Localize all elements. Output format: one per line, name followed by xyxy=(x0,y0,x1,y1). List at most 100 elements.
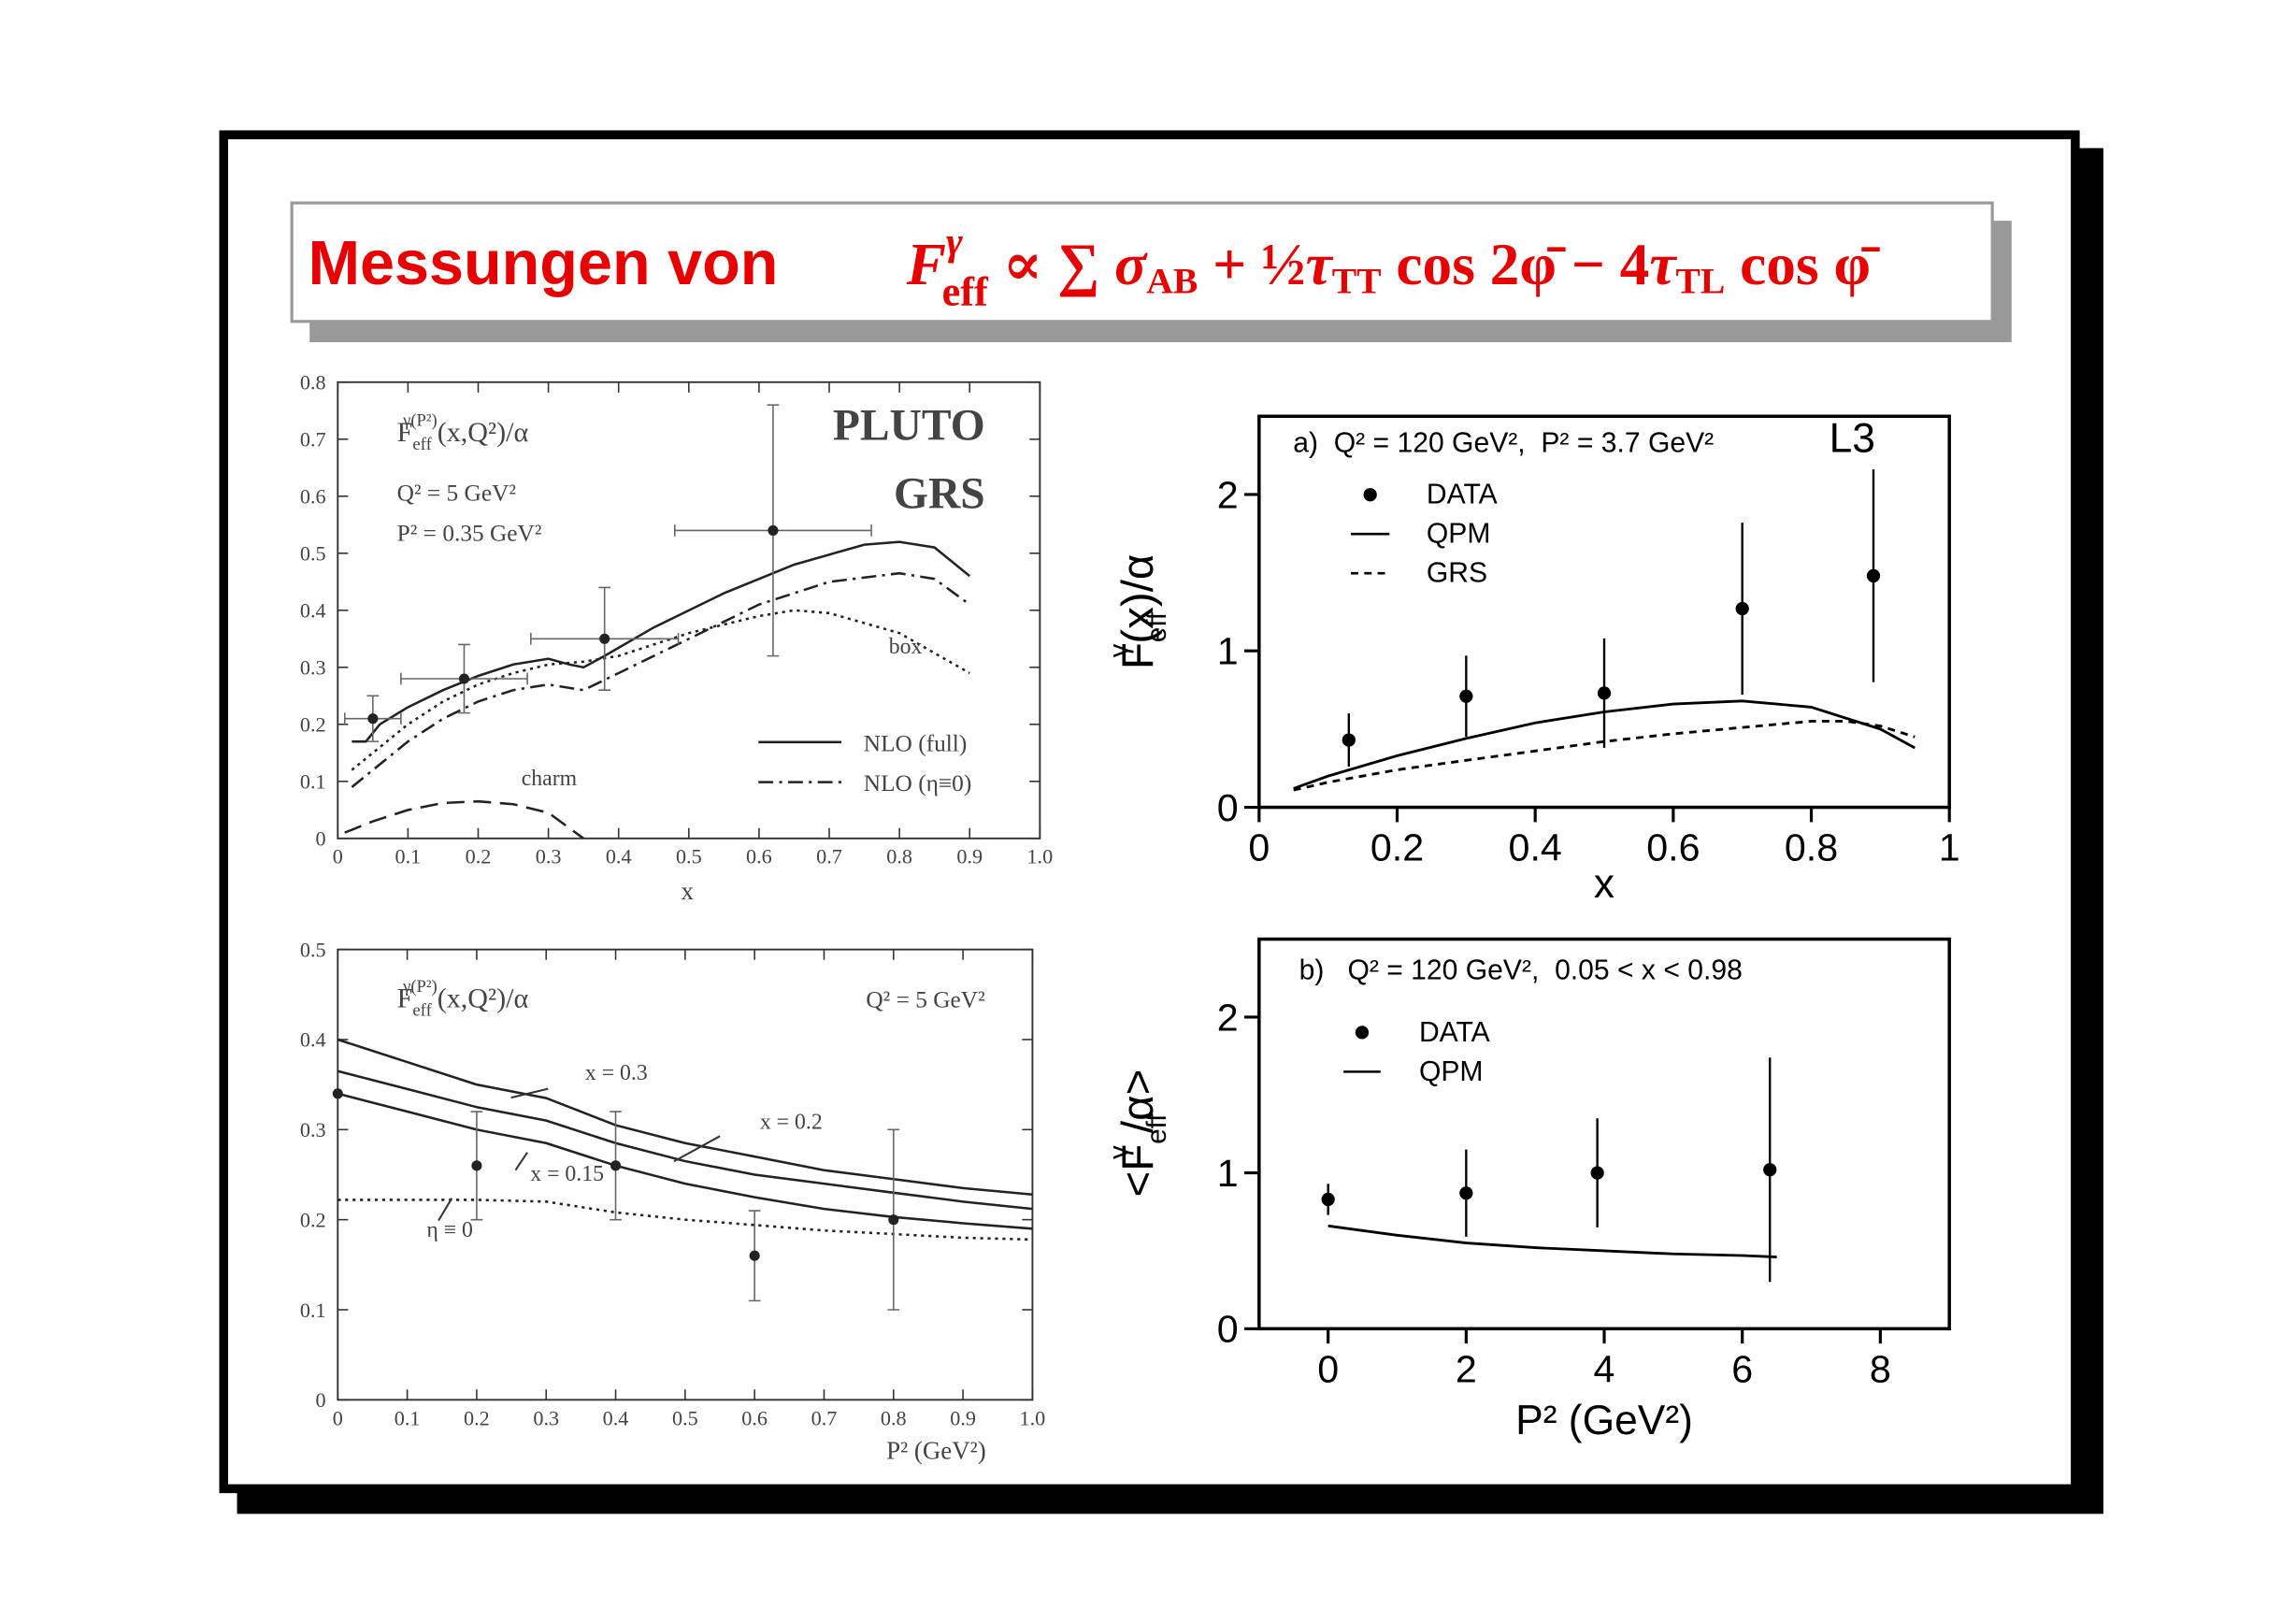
annotation: P² = 0.35 GeV² xyxy=(397,520,542,546)
legend-label: DATA xyxy=(1427,480,1499,510)
x-tick-label: 0.9 xyxy=(950,1406,976,1429)
rich-label: Feff γ(P²)(x,Q²)/α xyxy=(397,977,529,1021)
x-tick-label: 0 xyxy=(333,1406,343,1429)
curve-label: x = 0.15 xyxy=(530,1162,604,1186)
leader-line xyxy=(438,1198,453,1222)
x-tick-label: 0 xyxy=(333,845,343,868)
y-tick-label: 0.3 xyxy=(300,656,326,680)
annotation: Q² = 5 GeV² xyxy=(397,481,517,507)
x-tick-label: 0.1 xyxy=(395,1406,421,1429)
legend-label: GRS xyxy=(1427,558,1487,589)
data-point xyxy=(1735,601,1749,616)
data-point xyxy=(1459,1186,1473,1200)
y-tick-label: 0.1 xyxy=(300,770,326,794)
annotation: a) Q² = 120 GeV², P² = 3.7 GeV² xyxy=(1293,427,1714,458)
x-tick-label: 0.4 xyxy=(606,845,632,868)
formula-part: γ xyxy=(946,221,963,265)
label-part: <F xyxy=(1113,1144,1163,1198)
formula-part: AB xyxy=(1146,261,1198,302)
curve-label: η ≡ 0 xyxy=(426,1218,473,1242)
leader-line xyxy=(514,1152,528,1171)
annotation: PLUTO xyxy=(833,402,985,451)
x-tick-label: 4 xyxy=(1594,1347,1615,1390)
data-point xyxy=(610,1160,622,1171)
curve xyxy=(337,1092,1033,1230)
curve xyxy=(337,1069,1033,1211)
x-tick-label: 0.3 xyxy=(536,845,562,868)
data-point xyxy=(599,633,610,644)
y-tick-label: 2 xyxy=(1217,996,1239,1039)
label-part: F xyxy=(397,416,413,448)
y-tick-label: 0 xyxy=(1217,786,1239,829)
y-tick-label: 1 xyxy=(1217,1152,1239,1195)
x-tick-label: 0.8 xyxy=(1785,826,1838,869)
legend-label: NLO (full) xyxy=(864,730,968,756)
y-tick-label: 0.5 xyxy=(300,542,326,566)
curve xyxy=(1293,720,1916,792)
curve xyxy=(1327,1224,1777,1259)
data-point xyxy=(1763,1163,1777,1177)
y-tick-label: 0.7 xyxy=(300,428,326,452)
legend-label: DATA xyxy=(1419,1017,1491,1048)
y-tick-label: 0 xyxy=(316,1388,326,1412)
data-point xyxy=(1590,1166,1604,1180)
curve-label: box xyxy=(889,635,923,659)
x-tick-label: 1.0 xyxy=(1026,845,1053,868)
y-tick-label: 0.5 xyxy=(300,938,326,961)
curve xyxy=(351,609,970,771)
label-part: /α> xyxy=(1113,1069,1163,1146)
x-tick-label: 0.6 xyxy=(741,1406,768,1429)
frame xyxy=(219,130,2080,1494)
curve-label: charm xyxy=(522,767,578,791)
x-tick-label: 0.6 xyxy=(746,845,772,868)
title-text: Messungen von xyxy=(309,229,779,298)
label-part: (x,Q²)/α xyxy=(438,416,529,448)
data-point xyxy=(749,1250,760,1261)
x-tick-label: 0.1 xyxy=(395,845,422,868)
rich-label: Feff γ(P²)(x,Q²)/α xyxy=(397,411,529,455)
y-tick-label: 0.2 xyxy=(300,713,326,737)
leader-line xyxy=(673,1135,721,1163)
label-part: eff xyxy=(412,435,432,454)
curve xyxy=(1293,699,1916,790)
y-tick-label: 0 xyxy=(316,827,326,851)
legend-marker xyxy=(1355,1026,1370,1040)
annotation: GRS xyxy=(894,469,985,518)
y-tick-label: 0.4 xyxy=(300,1028,326,1052)
y-tick-label: 0.6 xyxy=(300,485,326,509)
formula-part: TT xyxy=(1332,261,1382,302)
label-part: γ(P²) xyxy=(402,411,438,431)
x-tick-label: 0.5 xyxy=(676,845,702,868)
curve xyxy=(351,571,970,788)
data-point xyxy=(1459,689,1473,703)
formula-part: cos φ̄ xyxy=(1725,232,1880,297)
curve xyxy=(337,1199,1033,1242)
label-part: (x,Q²)/α xyxy=(438,982,529,1013)
formula-part: cos 2φ̄ − 4 xyxy=(1382,232,1650,297)
formula-part: τ xyxy=(1306,232,1334,297)
legend-label: NLO (η≡0) xyxy=(864,770,972,797)
x-tick-label: 0.5 xyxy=(672,1406,698,1429)
x-tick-label: 1.0 xyxy=(1020,1406,1046,1429)
x-tick-label: 0.6 xyxy=(1646,826,1700,869)
x-tick-label: 0.7 xyxy=(816,845,842,868)
formula-part: + ½ xyxy=(1198,232,1305,297)
label-part: γ xyxy=(1104,1145,1135,1159)
y-tick-label: 1 xyxy=(1217,630,1239,673)
x-tick-label: 8 xyxy=(1870,1347,1891,1390)
y-tick-label: 0.3 xyxy=(300,1118,326,1141)
x-tick-label: 1 xyxy=(1939,826,1960,869)
x-tick-label: 0.2 xyxy=(1370,826,1424,869)
data-point xyxy=(367,713,379,725)
curve-label: x = 0.3 xyxy=(585,1061,648,1085)
label-part: γ xyxy=(1104,643,1135,657)
legend-label: QPM xyxy=(1427,519,1491,550)
data-point xyxy=(1597,686,1612,700)
formula-part: ∝ ∑ xyxy=(988,232,1114,297)
formula-part: F xyxy=(906,232,946,297)
formula-part: TL xyxy=(1676,261,1726,302)
y-tick-label: 0.2 xyxy=(300,1208,326,1231)
data-point xyxy=(768,524,779,536)
x-tick-label: 0.4 xyxy=(603,1406,629,1429)
